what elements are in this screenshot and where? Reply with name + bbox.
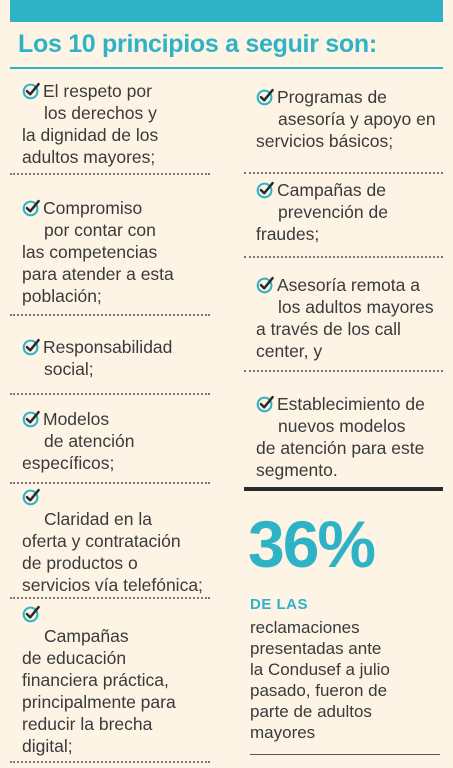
stat-bottom-rule	[250, 754, 440, 755]
principle-first-line	[22, 486, 203, 508]
principle-first-line: Asesoría remota a	[256, 274, 434, 296]
check-circle-icon	[22, 81, 41, 100]
principle-line: específicos;	[22, 453, 115, 473]
principle-line: fraudes;	[256, 224, 320, 244]
principle-line: Campañas	[44, 626, 129, 646]
dotted-separator	[244, 370, 443, 372]
principle-line: los adultos mayores	[278, 297, 434, 317]
stat-top-rule	[244, 487, 443, 491]
principle-line: de productos o	[22, 553, 138, 573]
stat-line: la Condusef a julio	[250, 660, 390, 679]
principle-line: por contar con	[44, 220, 156, 240]
right-principle-3: Asesoría remota a los adultos mayores a tr…	[256, 274, 434, 362]
principle-first-line: Campañas de	[256, 179, 388, 201]
dotted-separator	[244, 172, 443, 174]
principle-first-line: Programas de	[256, 86, 436, 108]
principle-text: Programas de	[277, 87, 387, 107]
check-circle-icon	[22, 487, 41, 506]
principle-first-line: Compromiso	[22, 197, 174, 219]
principle-text: Compromiso	[43, 198, 143, 218]
principle-line: los derechos y	[44, 103, 157, 123]
principle-line: servicios vía telefónica;	[22, 575, 203, 595]
principle-line: oferta y contratación	[22, 531, 181, 551]
stat-line: parte de adultos	[250, 702, 372, 721]
stat-line: mayores	[250, 723, 316, 742]
dotted-separator	[10, 393, 210, 395]
dotted-separator	[244, 256, 443, 258]
principle-first-line: Modelos	[22, 408, 135, 430]
check-circle-icon	[256, 275, 275, 294]
right-principle-1: Programas de asesoría y apoyo en servicios…	[256, 86, 436, 152]
principle-line: población;	[22, 286, 102, 306]
principle-line: de atención	[44, 431, 135, 451]
principle-first-line	[22, 603, 176, 625]
check-circle-icon	[22, 198, 41, 217]
left-principle-5: Claridad en la oferta y contratación de pr…	[22, 486, 203, 596]
principle-first-line: El respeto por	[22, 80, 158, 102]
check-circle-icon	[22, 409, 41, 428]
principle-text: Campañas de	[277, 180, 386, 200]
stat-line: pasado, fueron de	[250, 681, 388, 700]
dotted-separator	[10, 314, 210, 316]
stat-value: 36%	[248, 507, 376, 581]
principle-line: las competencias	[22, 242, 158, 262]
principle-line: center, y	[256, 341, 323, 361]
principle-line: financiera práctica,	[22, 670, 169, 690]
dotted-separator	[10, 173, 210, 175]
principle-line: asesoría y apoyo en	[278, 109, 436, 129]
check-circle-icon	[256, 87, 275, 106]
principle-text: Modelos	[43, 409, 110, 429]
check-circle-icon	[22, 337, 41, 356]
stat-line: reclamaciones	[250, 618, 360, 637]
principle-first-line: Establecimiento de	[256, 393, 425, 415]
principle-line: servicios básicos;	[256, 131, 394, 151]
principle-line: la dignidad de los	[22, 125, 159, 145]
check-circle-icon	[22, 604, 41, 623]
principle-line: de educación	[22, 648, 127, 668]
principle-text: Asesoría remota a	[277, 275, 420, 295]
principle-text: Establecimiento de	[277, 394, 425, 414]
dotted-separator	[10, 597, 210, 599]
principle-line: segmento.	[256, 460, 338, 480]
left-principle-4: Modelos de atención específicos;	[22, 408, 135, 474]
principle-line: nuevos modelos	[278, 416, 406, 436]
principle-text: Responsabilidad	[43, 337, 173, 357]
principle-line: a través de los call	[256, 319, 401, 339]
principle-line: social;	[44, 359, 94, 379]
principle-line: digital;	[22, 736, 73, 756]
principle-line: de atención para este	[256, 438, 425, 458]
dotted-separator	[10, 761, 210, 763]
check-circle-icon	[256, 394, 275, 413]
right-principle-2: Campañas de prevención de fraudes;	[256, 179, 388, 245]
left-principle-1: El respeto por los derechos y la dignidad …	[22, 80, 158, 168]
principle-first-line: Responsabilidad	[22, 336, 172, 358]
stat-line: presentadas ante	[250, 639, 382, 658]
left-principle-3: Responsabilidad social;	[22, 336, 172, 380]
principle-line: principalmente para	[22, 692, 176, 712]
top-accent-bar	[10, 0, 443, 22]
page-title: Los 10 principios a seguir son:	[18, 30, 377, 58]
principle-line: reducir la brecha	[22, 714, 153, 734]
left-principle-6: Campañas de educación financiera práctica,…	[22, 603, 176, 757]
stat-description: reclamaciones presentadas ante la Condusef…	[250, 617, 445, 743]
dotted-separator	[10, 482, 210, 484]
principle-line: prevención de	[278, 202, 388, 222]
stat-label: DE LAS	[250, 596, 309, 613]
principle-line: Claridad en la	[44, 509, 152, 529]
left-principle-2: Compromiso por contar con las competencias…	[22, 197, 174, 307]
check-circle-icon	[256, 180, 275, 199]
right-principle-4: Establecimiento de nuevos modelos de atenc…	[256, 393, 425, 481]
principle-text: El respeto por	[43, 81, 152, 101]
principle-line: para atender a esta	[22, 264, 174, 284]
principle-line: adultos mayores;	[22, 147, 156, 167]
title-rule	[10, 67, 443, 69]
